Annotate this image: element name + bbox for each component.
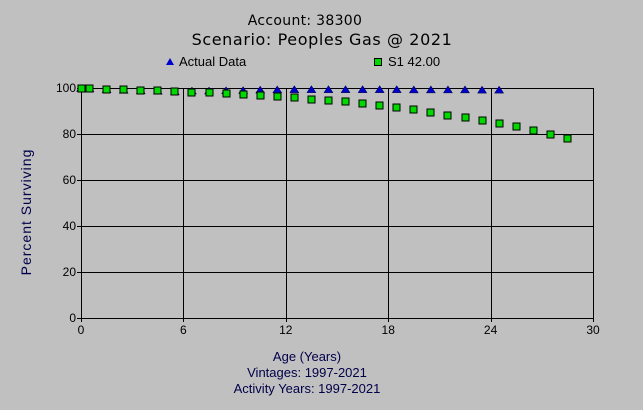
data-point-actual [408, 85, 419, 94]
data-point-s1 [222, 89, 231, 98]
y-tick-label: 60 [63, 173, 77, 187]
data-point-s1 [153, 86, 162, 95]
data-point-s1 [358, 99, 367, 108]
data-point-s1 [341, 97, 350, 106]
x-tick-label: 24 [484, 323, 498, 337]
data-point-actual [460, 85, 470, 94]
data-point-s1 [290, 93, 299, 102]
x-tick-label: 30 [586, 323, 600, 337]
data-point-s1 [529, 126, 538, 135]
y-tick-label: 100 [56, 81, 76, 95]
data-point-s1 [119, 85, 128, 94]
data-point-s1 [77, 84, 86, 93]
x-tick-label: 12 [279, 323, 293, 337]
data-point-s1 [495, 119, 504, 128]
data-point-s1 [102, 85, 111, 94]
x-tick-label: 0 [78, 323, 85, 337]
data-point-actual [323, 85, 334, 93]
y-tick-label: 80 [63, 127, 77, 141]
data-point-s1 [187, 88, 196, 97]
data-point-s1 [239, 90, 248, 99]
legend-triangle-icon [166, 58, 174, 65]
data-point-s1 [478, 116, 487, 125]
y-tick-label: 40 [63, 219, 77, 233]
data-point-s1 [409, 105, 418, 114]
data-point-s1 [426, 108, 435, 117]
data-point-actual [477, 85, 488, 94]
data-point-s1 [443, 111, 452, 120]
vintages-label: Vintages: 1997-2021 [247, 365, 367, 380]
data-point-actual [494, 85, 505, 94]
data-point-s1 [563, 134, 572, 143]
x-tick-label: 18 [382, 323, 396, 337]
data-point-s1 [392, 103, 401, 112]
chart-title-account: Account: 38300 [247, 13, 363, 29]
data-point-actual [442, 85, 453, 94]
data-point-s1 [375, 101, 384, 110]
x-axis-title: Age (Years) [272, 349, 342, 364]
activity-years-label: Activity Years: 1997-2021 [233, 381, 381, 396]
data-point-actual [306, 85, 317, 93]
data-point-s1 [136, 86, 145, 95]
data-point-s1 [205, 88, 214, 97]
data-point-actual [340, 85, 351, 93]
data-point-actual [357, 85, 368, 93]
data-point-s1 [512, 122, 521, 131]
data-point-actual [374, 85, 385, 93]
legend-label-s1: S1 42.00 [388, 54, 441, 69]
data-point-s1 [256, 91, 265, 100]
data-point-s1 [546, 130, 555, 139]
y-tick-label: 20 [63, 265, 77, 279]
data-point-s1 [324, 96, 333, 105]
data-point-actual [425, 85, 436, 94]
y-tick-label: 0 [69, 311, 76, 325]
data-point-s1 [170, 87, 179, 96]
legend-label-actual-data: Actual Data [179, 54, 247, 69]
data-point-actual [272, 85, 283, 94]
chart-title-scenario: Scenario: Peoples Gas @ 2021 [191, 30, 453, 49]
data-point-s1 [273, 92, 282, 101]
data-point-actual [391, 85, 402, 93]
legend-square-icon [374, 58, 382, 66]
x-tick-label: 6 [180, 323, 187, 337]
data-point-s1 [461, 113, 470, 122]
data-point-s1 [307, 95, 316, 104]
data-point-actual [289, 85, 300, 93]
data-point-s1 [85, 84, 94, 93]
